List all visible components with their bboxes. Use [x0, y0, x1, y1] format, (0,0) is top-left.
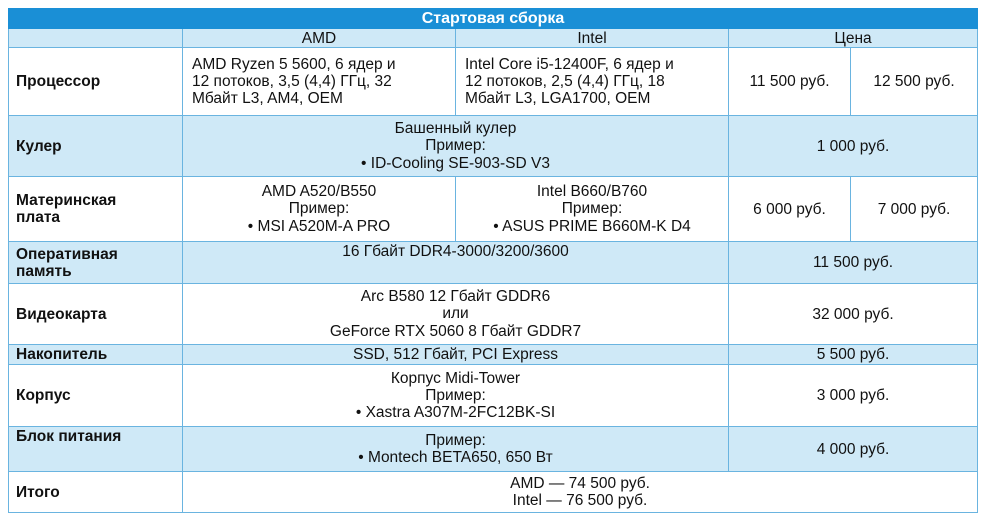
row-label-case: Корпус	[8, 364, 183, 427]
cpu-price-amd: 11 500 руб.	[728, 47, 851, 116]
motherboard-price-intel: 7 000 руб.	[849, 176, 979, 242]
header-blank	[8, 28, 183, 48]
header-amd: AMD	[182, 28, 456, 48]
table-row-storage: Накопитель SSD, 512 Гбайт, PCI Express 5…	[8, 344, 979, 365]
cooler-line: Пример:	[425, 137, 486, 155]
row-label-ram: Оперативная память	[8, 241, 183, 284]
header-row: AMD Intel Цена	[8, 28, 979, 48]
gpu-line: GeForce RTX 5060 8 Гбайт GDDR7	[329, 322, 582, 340]
row-label-total: Итого	[8, 471, 183, 513]
psu-line: • Montech BETA650, 650 Вт	[358, 449, 553, 466]
table-row-cooler: Кулер Башенный кулер Пример: • ID-Coolin…	[8, 115, 979, 177]
motherboard-label-line: Материнская	[16, 192, 117, 209]
cpu-price-intel: 12 500 руб.	[849, 47, 979, 116]
ram-price: 11 500 руб.	[727, 241, 979, 284]
storage-spec: SSD, 512 Гбайт, PCI Express	[182, 344, 729, 365]
gpu-line: или	[442, 305, 469, 323]
cpu-intel-line: Мбайт L3, LGA1700, OEM	[465, 90, 651, 108]
motherboard-amd-spec: AMD A520/B550 Пример: • MSI A520M-A PRO	[182, 176, 456, 242]
total-amd: AMD — 74 500 руб.	[510, 474, 650, 492]
motherboard-amd-line: Пример:	[288, 200, 350, 218]
row-label-psu: Блок питания	[8, 426, 183, 472]
case-line: Корпус Midi-Tower	[390, 369, 521, 387]
row-label-cpu: Процессор	[8, 47, 183, 116]
row-label-storage: Накопитель	[8, 344, 183, 365]
table-row-total: Итого AMD — 74 500 руб. Intel — 76 500 р…	[8, 471, 979, 513]
cpu-intel-line: Intel Core i5-12400F, 6 ядер и	[465, 55, 674, 73]
cpu-amd-spec: AMD Ryzen 5 5600, 6 ядер и 12 потоков, 3…	[182, 47, 456, 116]
header-intel: Intel	[455, 28, 729, 48]
table-row-ram: Оперативная память 16 Гбайт DDR4-3000/32…	[8, 241, 979, 284]
motherboard-amd-line: • MSI A520M-A PRO	[247, 217, 391, 235]
cooler-spec: Башенный кулер Пример: • ID-Cooling SE-9…	[182, 115, 729, 177]
motherboard-intel-line: Intel B660/B760	[536, 183, 648, 201]
gpu-price: 32 000 руб.	[727, 283, 979, 345]
psu-price: 4 000 руб.	[727, 426, 979, 472]
motherboard-intel-line: Пример:	[561, 200, 623, 218]
motherboard-intel-spec: Intel B660/B760 Пример: • ASUS PRIME B66…	[455, 176, 729, 242]
cpu-intel-line: 12 потоков, 2,5 (4,4) ГГц, 18	[465, 72, 665, 90]
case-line: • Xastra A307M-2FC12BK-SI	[355, 404, 556, 422]
row-label-gpu: Видеокарта	[8, 283, 183, 345]
psu-spec: Пример: • Montech BETA650, 650 Вт	[182, 426, 729, 472]
table-container: Стартовая сборка AMD Intel Цена Процессо…	[7, 8, 979, 513]
total-values: AMD — 74 500 руб. Intel — 76 500 руб.	[181, 471, 979, 513]
table-title: Стартовая сборка	[7, 8, 979, 29]
row-label-motherboard: Материнская плата	[8, 176, 183, 242]
case-spec: Корпус Midi-Tower Пример: • Xastra A307M…	[182, 364, 729, 427]
motherboard-amd-line: AMD A520/B550	[261, 183, 377, 201]
table-row-case: Корпус Корпус Midi-Tower Пример: • Xastr…	[8, 364, 979, 427]
cpu-amd-line: Мбайт L3, AM4, OEM	[192, 90, 343, 108]
cooler-price: 1 000 руб.	[727, 115, 979, 177]
cpu-amd-line: AMD Ryzen 5 5600, 6 ядер и	[192, 55, 396, 73]
case-price: 3 000 руб.	[727, 364, 979, 427]
storage-price: 5 500 руб.	[727, 344, 979, 365]
ram-spec: 16 Гбайт DDR4-3000/3200/3600	[182, 241, 729, 284]
header-price: Цена	[727, 28, 979, 48]
gpu-line: Arc B580 12 Гбайт GDDR6	[360, 288, 551, 306]
cooler-line: Башенный кулер	[394, 120, 517, 138]
motherboard-price-amd: 6 000 руб.	[728, 176, 851, 242]
psu-line: Пример:	[425, 431, 486, 449]
gpu-spec: Arc B580 12 Гбайт GDDR6 или GeForce RTX …	[182, 283, 729, 345]
pc-build-table: Стартовая сборка AMD Intel Цена Процессо…	[7, 8, 979, 513]
table-row-psu: Блок питания Пример: • Montech BETA650, …	[8, 426, 979, 472]
cpu-amd-line: 12 потоков, 3,5 (4,4) ГГц, 32	[192, 72, 392, 90]
cpu-intel-spec: Intel Core i5-12400F, 6 ядер и 12 потоко…	[455, 47, 729, 116]
table-row-gpu: Видеокарта Arc B580 12 Гбайт GDDR6 или G…	[8, 283, 979, 345]
ram-label-line: память	[16, 262, 72, 280]
motherboard-label-line: плата	[16, 209, 61, 226]
table-row-cpu: Процессор AMD Ryzen 5 5600, 6 ядер и 12 …	[8, 47, 979, 116]
cooler-line: • ID-Cooling SE-903-SD V3	[361, 154, 550, 172]
title-row: Стартовая сборка	[7, 8, 979, 29]
ram-label-line: Оперативная	[16, 245, 118, 263]
total-intel: Intel — 76 500 руб.	[512, 492, 648, 509]
motherboard-intel-line: • ASUS PRIME B660M-K D4	[493, 217, 691, 235]
table-row-motherboard: Материнская плата AMD A520/B550 Пример: …	[8, 176, 979, 242]
case-line: Пример:	[425, 386, 486, 404]
row-label-cooler: Кулер	[8, 115, 183, 177]
